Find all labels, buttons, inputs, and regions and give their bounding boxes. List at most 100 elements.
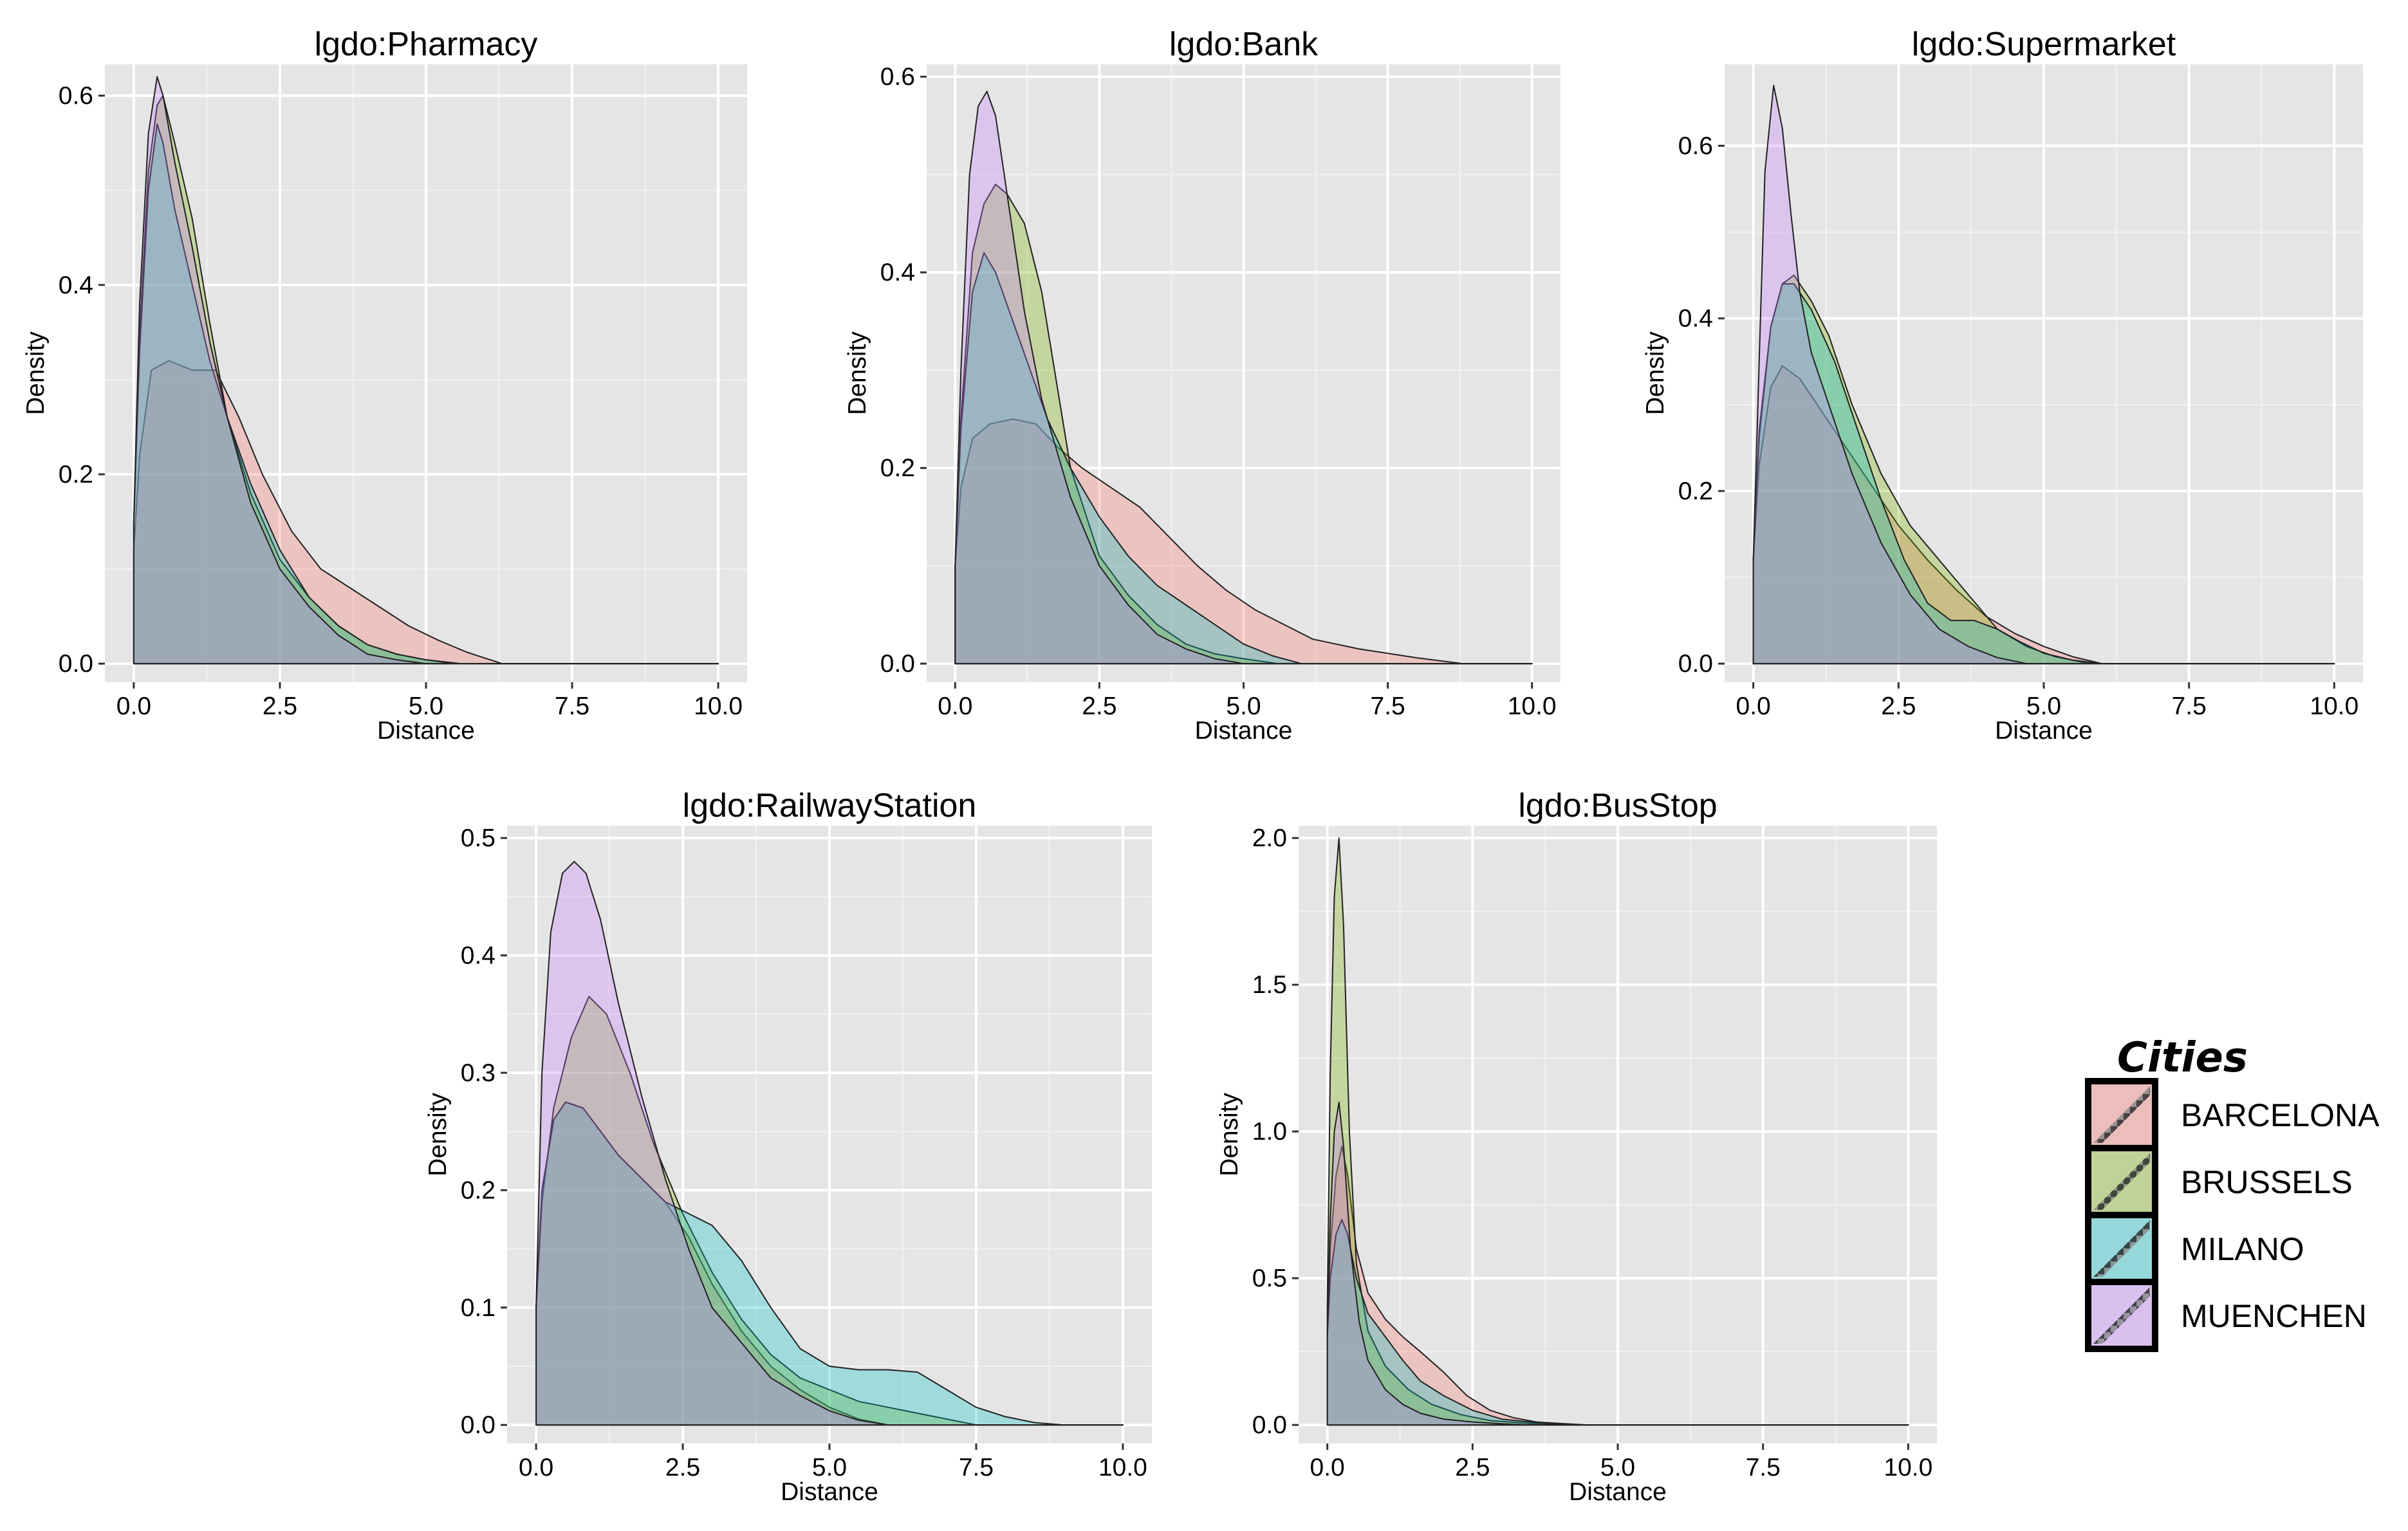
density-area-barcelona	[954, 418, 1533, 665]
y-tick-label: 0.2	[461, 1176, 495, 1204]
density-area-brussels	[1326, 837, 1909, 1426]
legend-label: MILANO	[2181, 1231, 2304, 1267]
x-tick-label: 7.5	[959, 1454, 994, 1481]
legend-key-border	[2085, 1279, 2158, 1352]
density-area-brussels	[535, 996, 1124, 1426]
legend-item-muenchen: MUENCHEN	[2085, 1279, 2367, 1352]
x-tick-label: 0.0	[938, 692, 972, 720]
legend-key-diagonal	[2093, 1153, 2150, 1210]
panel-supermarket: 0.0 2.5 5.0 7.5 10.0 0.0 0.2 0.4 0.6 lgdo:Superma…	[1642, 26, 2363, 745]
x-tick-label: 5.0	[409, 692, 443, 720]
y-tick-label: 0.6	[59, 82, 93, 110]
y-tick-label: 0.0	[59, 650, 93, 678]
y-tick-label: 0.2	[880, 454, 915, 482]
panel-title: lgdo:BusStop	[1518, 787, 1717, 824]
y-tick-label: 0.5	[461, 824, 495, 852]
panel-title: lgdo:RailwayStation	[683, 787, 977, 824]
legend-key-diagonal	[2093, 1220, 2150, 1277]
legend-key-diagonal	[2093, 1086, 2150, 1143]
x-tick-label: 5.0	[2026, 692, 2061, 720]
y-axis-label: Density	[844, 331, 871, 415]
density-area-muenchen	[954, 91, 1533, 665]
y-tick-label: 0.0	[1252, 1411, 1287, 1439]
legend-label: BARCELONA	[2181, 1097, 2380, 1133]
y-tick-label: 0.4	[880, 259, 915, 286]
y-tick-label: 0.4	[59, 272, 93, 299]
density-area-barcelona	[133, 360, 719, 665]
legend: Cities BARCELONA BRUSSELS MILANO MUENCHEN	[2085, 1034, 2380, 1352]
y-tick-label: 0.4	[1678, 305, 1713, 333]
x-tick-label: 5.0	[812, 1454, 847, 1481]
x-tick-label: 5.0	[1600, 1454, 1635, 1481]
x-tick-label: 10.0	[1884, 1454, 1932, 1481]
x-tick-label: 7.5	[1370, 692, 1405, 720]
y-tick-label: 0.0	[461, 1411, 495, 1439]
y-axis-label: Density	[424, 1092, 452, 1176]
panel-title: lgdo:Pharmacy	[315, 26, 538, 63]
legend-title: Cities	[2117, 1034, 2248, 1082]
y-tick-label: 0.2	[1678, 478, 1713, 505]
density-area-muenchen	[535, 860, 1124, 1426]
x-tick-label: 2.5	[263, 692, 297, 720]
density-area-muenchen	[1752, 84, 2335, 665]
density-area-milano	[133, 123, 719, 665]
y-tick-label: 0.1	[461, 1294, 495, 1322]
density-area-barcelona	[1752, 365, 2335, 665]
density-area-muenchen	[1326, 1101, 1909, 1426]
density-area-milano	[1326, 1219, 1909, 1426]
x-tick-label: 10.0	[1098, 1454, 1147, 1481]
panel-title: lgdo:Supermarket	[1912, 26, 2176, 63]
legend-label: MUENCHEN	[2181, 1298, 2367, 1334]
panel-bank: 0.0 2.5 5.0 7.5 10.0 0.0 0.2 0.4 0.6 lgdo:Bank Dis…	[844, 26, 1561, 745]
density-area-milano	[954, 252, 1533, 665]
panel-pharmacy: 0.0 2.5 5.0 7.5 10.0 0.0 0.2 0.4 0.6 lgdo:Pharmac…	[22, 26, 747, 745]
density-area-muenchen	[133, 76, 719, 665]
x-tick-label: 7.5	[1746, 1454, 1781, 1481]
x-tick-label: 2.5	[1455, 1454, 1490, 1481]
x-axis-label: Distance	[781, 1478, 878, 1506]
x-tick-label: 7.5	[2172, 692, 2207, 720]
legend-item-milano: MILANO	[2085, 1212, 2304, 1285]
x-tick-label: 0.0	[1736, 692, 1771, 720]
panel-railwaystation: 0.0 2.5 5.0 7.5 10.0 0.0 0.1 0.2 0.3 0.4 0.5 lgdo:R…	[424, 787, 1152, 1506]
legend-item-barcelona: BARCELONA	[2085, 1078, 2380, 1151]
legend-key-diagonal	[2093, 1287, 2150, 1344]
y-tick-label: 1.0	[1252, 1118, 1287, 1146]
x-tick-label: 10.0	[694, 692, 743, 720]
x-axis-label: Distance	[1995, 717, 2093, 745]
facet-panels: 0.0 2.5 5.0 7.5 10.0 0.0 0.2 0.4 0.6 lgdo:Pharmac…	[22, 26, 2363, 1506]
y-axis-label: Density	[1216, 1092, 1243, 1176]
panel-busstop: 0.0 2.5 5.0 7.5 10.0 0.0 0.5 1.0 1.5 2.0 lgdo:BusS…	[1216, 787, 1937, 1506]
x-axis-label: Distance	[1195, 717, 1293, 745]
x-tick-label: 2.5	[665, 1454, 700, 1481]
y-tick-label: 0.2	[59, 461, 93, 488]
x-axis-label: Distance	[377, 717, 475, 745]
y-tick-label: 0.4	[461, 942, 495, 970]
y-axis-label: Density	[22, 331, 50, 415]
y-tick-label: 1.5	[1252, 971, 1287, 999]
panel-title: lgdo:Bank	[1169, 26, 1319, 63]
x-tick-label: 0.0	[116, 692, 151, 720]
x-tick-label: 5.0	[1226, 692, 1261, 720]
x-tick-label: 0.0	[519, 1454, 553, 1481]
x-tick-label: 7.5	[555, 692, 589, 720]
y-tick-label: 0.3	[461, 1059, 495, 1087]
y-tick-label: 0.6	[880, 63, 915, 91]
x-axis-label: Distance	[1569, 1478, 1667, 1506]
y-tick-label: 2.0	[1252, 824, 1287, 852]
y-tick-label: 0.6	[1678, 132, 1713, 160]
x-tick-label: 0.0	[1310, 1454, 1345, 1481]
density-area-milano	[1752, 283, 2335, 665]
y-tick-label: 0.0	[880, 650, 915, 678]
x-tick-label: 2.5	[1881, 692, 1916, 720]
x-tick-label: 2.5	[1082, 692, 1116, 720]
y-tick-label: 0.5	[1252, 1265, 1287, 1292]
y-axis-label: Density	[1642, 331, 1669, 415]
x-tick-label: 10.0	[1508, 692, 1557, 720]
density-area-milano	[535, 1101, 1124, 1426]
x-tick-label: 10.0	[2310, 692, 2358, 720]
legend-item-brussels: BRUSSELS	[2085, 1145, 2353, 1218]
y-tick-label: 0.0	[1678, 650, 1713, 678]
legend-label: BRUSSELS	[2181, 1164, 2353, 1200]
